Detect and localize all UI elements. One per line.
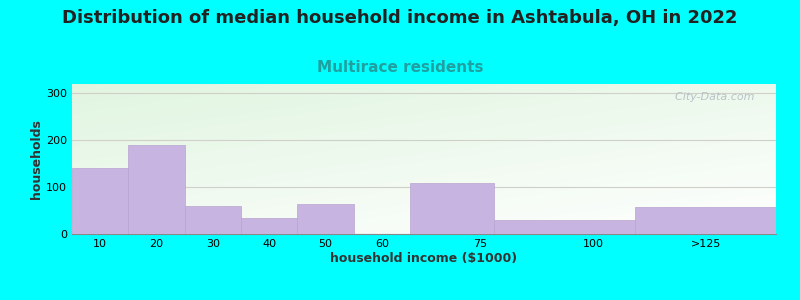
Y-axis label: households: households — [30, 119, 43, 199]
Bar — [635, 207, 776, 234]
Bar — [72, 168, 128, 234]
Bar — [298, 205, 354, 234]
X-axis label: household income ($1000): household income ($1000) — [330, 252, 518, 265]
Text: Distribution of median household income in Ashtabula, OH in 2022: Distribution of median household income … — [62, 9, 738, 27]
Text: Multirace residents: Multirace residents — [317, 60, 483, 75]
Bar — [185, 206, 241, 234]
Bar — [241, 218, 298, 234]
Bar — [128, 145, 185, 234]
Bar — [494, 220, 635, 234]
Text: City-Data.com: City-Data.com — [668, 92, 755, 101]
Bar — [410, 183, 494, 234]
